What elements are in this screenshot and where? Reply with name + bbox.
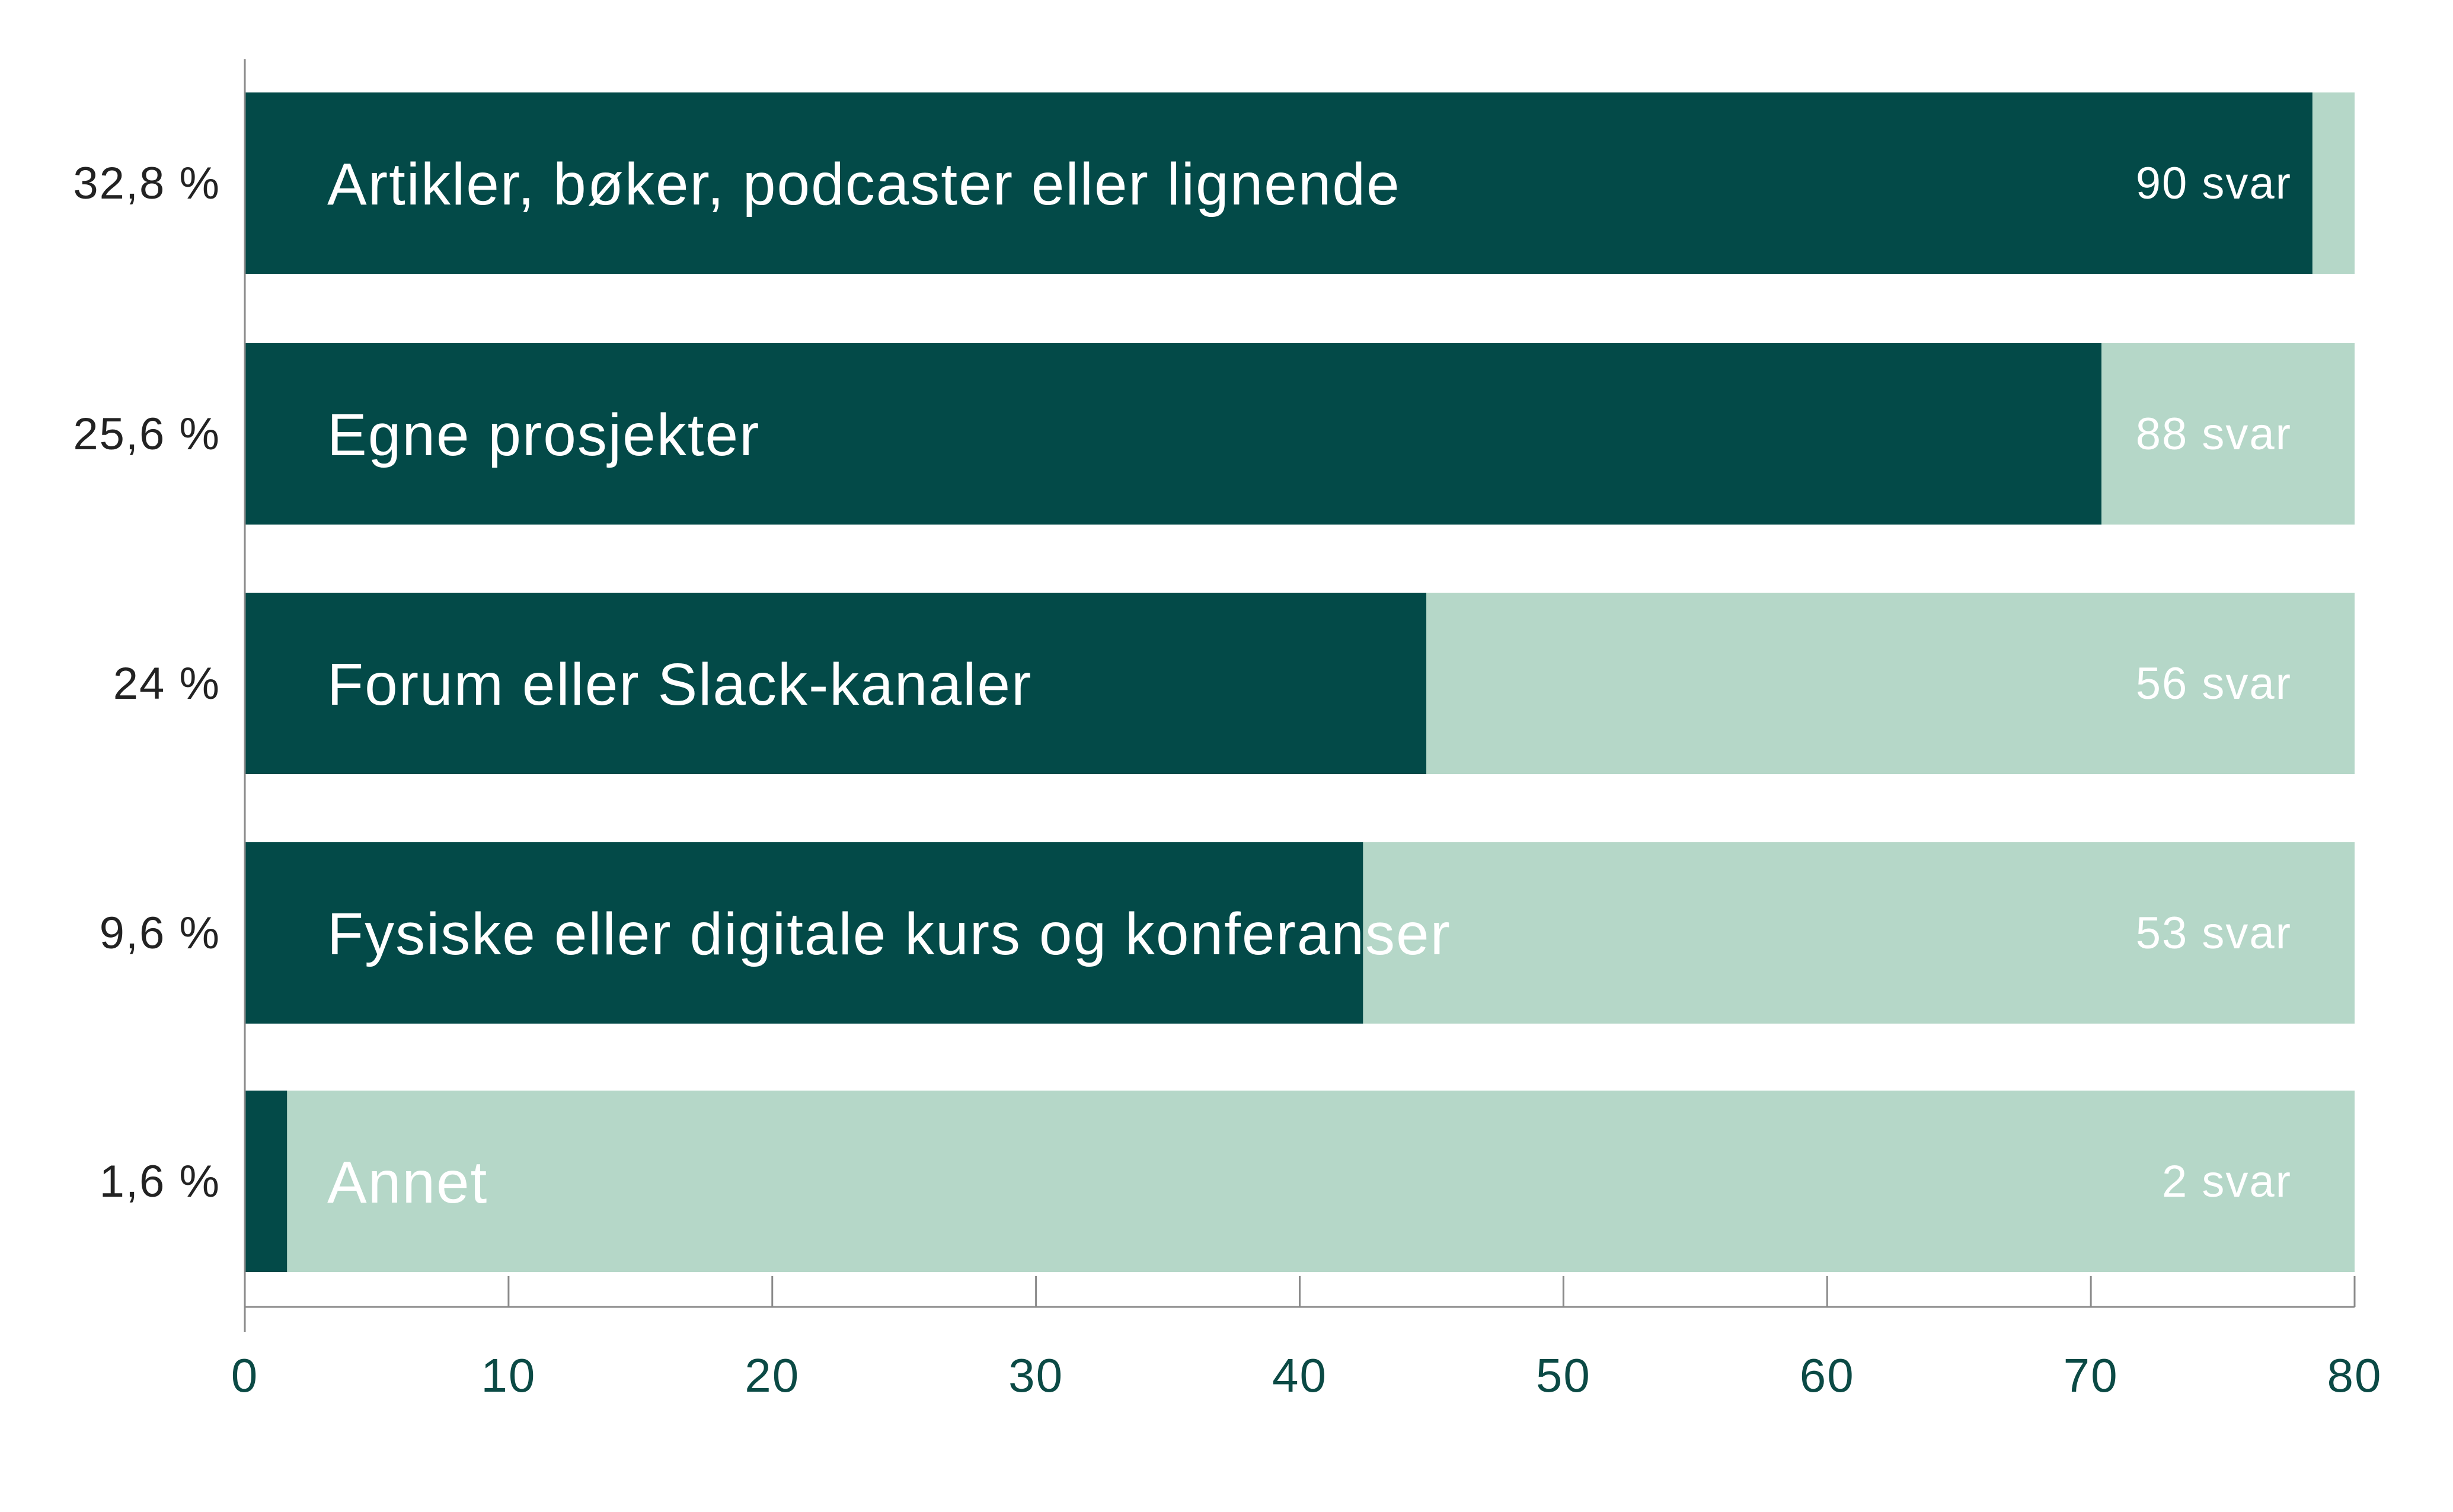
x-tick-label: 0 (231, 1349, 259, 1402)
bar-count-label: 88 svar (2136, 409, 2292, 459)
x-tick-label: 20 (745, 1349, 800, 1402)
bar (245, 343, 2101, 525)
bar-count-label: 90 svar (2136, 158, 2292, 209)
bar (245, 593, 1427, 774)
bar-percent-label: 25,6 % (73, 409, 221, 459)
bar-category-label: Artikler, bøker, podcaster eller lignend… (327, 151, 1401, 218)
bar-percent-label: 32,8 % (73, 158, 221, 209)
bar-percent-label: 9,6 % (100, 908, 221, 958)
bar (245, 92, 2313, 274)
bar-percent-label: 24 % (113, 658, 221, 709)
bar-category-label: Fysiske eller digitale kurs og konferans… (327, 901, 1451, 967)
x-tick-label: 60 (1800, 1349, 1855, 1402)
x-tick-label: 80 (2327, 1349, 2382, 1402)
bar-category-label: Forum eller Slack-kanaler (327, 651, 1032, 718)
bar-count-label: 56 svar (2136, 658, 2292, 709)
bar (245, 1091, 288, 1272)
bar-count-label: 2 svar (2162, 1156, 2292, 1207)
x-tick-label: 40 (1272, 1349, 1327, 1402)
x-tick-label: 70 (2064, 1349, 2119, 1402)
bar-track (245, 1091, 2355, 1272)
x-tick-label: 30 (1008, 1349, 1063, 1402)
bar-percent-label: 1,6 % (100, 1156, 221, 1207)
bar-category-label: Egne prosjekter (327, 402, 760, 468)
x-tick-label: 50 (1536, 1349, 1591, 1402)
bar-count-label: 53 svar (2136, 908, 2292, 958)
bar-category-label: Annet (327, 1149, 488, 1216)
bar (245, 842, 1363, 1024)
x-tick-label: 10 (481, 1349, 536, 1402)
